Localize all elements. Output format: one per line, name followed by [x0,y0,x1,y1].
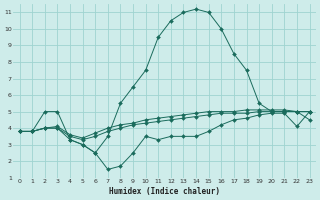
X-axis label: Humidex (Indice chaleur): Humidex (Indice chaleur) [109,187,220,196]
